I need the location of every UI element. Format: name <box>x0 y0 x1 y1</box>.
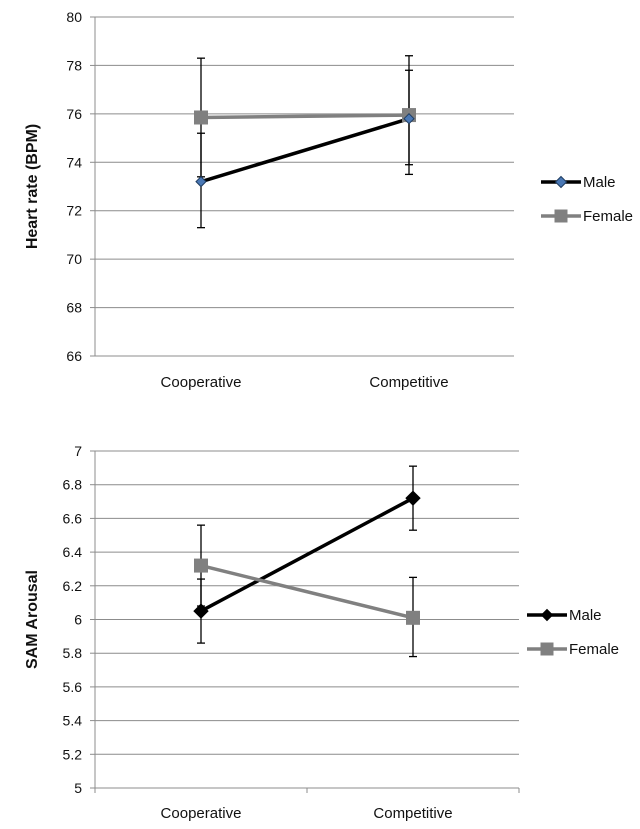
legend-marker <box>554 175 568 189</box>
y-tick-label: 6 <box>74 612 82 628</box>
legend-marker <box>554 209 568 223</box>
data-point-male <box>405 490 421 506</box>
y-axis-title: SAM Arousal <box>24 570 41 669</box>
data-point-male <box>193 603 209 619</box>
series-line <box>200 117 410 184</box>
chart-panel-1: 66 68 70 72 74 76 78 80 Cooperative Competitive He… <box>24 9 633 391</box>
legend-label: Female <box>583 208 633 225</box>
x-category-label: Cooperative <box>161 374 242 391</box>
y-tick-label: 78 <box>66 57 82 73</box>
y-tick-label: 5.4 <box>63 713 83 729</box>
y-tick-label: 68 <box>66 300 82 316</box>
series-male <box>200 117 410 184</box>
data-point-male <box>195 175 207 188</box>
legend-label: Male <box>569 607 602 624</box>
y-tick-label: 6.4 <box>63 544 83 560</box>
y-tick-label: 70 <box>66 251 82 267</box>
y-tick-label: 76 <box>66 106 82 122</box>
legend-item-male: Male <box>527 607 602 624</box>
y-tick-label: 7 <box>74 443 82 459</box>
legend-label: Male <box>583 174 616 191</box>
y-tick-label: 5 <box>74 780 82 796</box>
x-category-label: Competitive <box>369 374 448 391</box>
y-tick-label: 80 <box>66 9 82 25</box>
y-tick-label: 74 <box>66 154 82 170</box>
series-female <box>200 113 410 120</box>
y-tick-label: 6.8 <box>63 477 83 493</box>
data-point-male <box>403 112 415 125</box>
data-point-female <box>194 558 208 573</box>
series-line <box>200 496 414 613</box>
y-axis-title: Heart rate (BPM) <box>24 124 41 249</box>
series-line <box>200 113 410 120</box>
y-tick-label: 66 <box>66 348 82 364</box>
y-tick-label: 6.2 <box>63 578 83 594</box>
x-category-label: Cooperative <box>161 805 242 822</box>
legend-item-female: Female <box>527 641 619 658</box>
legend-item-female: Female <box>541 208 633 225</box>
data-point-female <box>406 610 420 625</box>
chart-panel-2: 5 5.2 5.4 5.6 5.8 6 6.2 6.4 6.6 6.8 7 Cooperative Co… <box>24 443 619 822</box>
legend-label: Female <box>569 641 619 658</box>
data-point-female <box>194 110 208 125</box>
series-female <box>200 563 414 620</box>
legend-item-male: Male <box>541 174 616 191</box>
y-tick-label: 5.6 <box>63 679 83 695</box>
series-male <box>200 496 414 613</box>
y-tick-label: 6.6 <box>63 510 83 526</box>
y-tick-label: 5.8 <box>63 645 83 661</box>
legend-marker <box>540 608 554 622</box>
x-category-label: Competitive <box>373 805 452 822</box>
series-line <box>200 563 414 620</box>
legend-marker <box>540 642 554 656</box>
y-tick-label: 72 <box>66 203 82 219</box>
y-tick-label: 5.2 <box>63 746 83 762</box>
